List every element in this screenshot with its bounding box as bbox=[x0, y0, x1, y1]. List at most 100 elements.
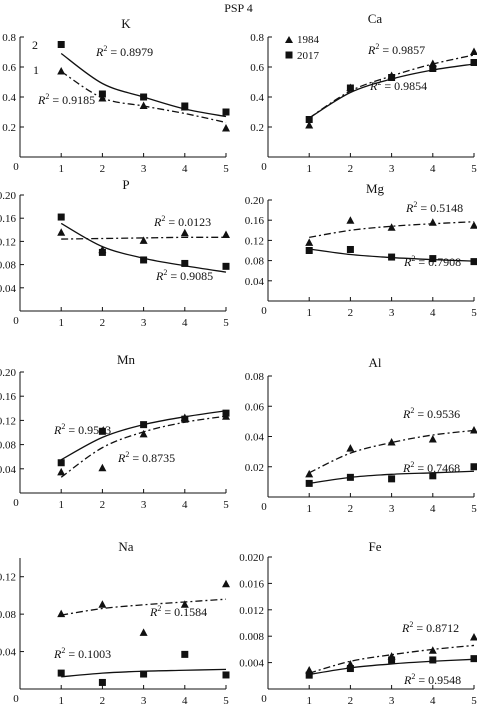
x-tick-label: 0 bbox=[261, 161, 267, 173]
chart-panel-ca: 0 1 2 3 4 5 0.2 0.4 0.6 0.8 Ca R2 = 0.9857 R2 = 0.98… bbox=[250, 11, 477, 175]
chart-title: Ca bbox=[368, 11, 383, 26]
chart-panel-mn: 0 1 2 3 4 5 0.04 0.08 0.12 0.16 0.20 Mn R2 = 0.8735 R… bbox=[0, 352, 230, 511]
y-tick-label: 0.04 bbox=[0, 464, 17, 476]
legend-label-2017: 2017 bbox=[297, 50, 320, 62]
y-tick-label: 0.12 bbox=[245, 235, 264, 247]
x-tick-label: 5 bbox=[471, 307, 477, 319]
data-point-2017 bbox=[346, 245, 354, 253]
data-point-1984 bbox=[139, 429, 148, 438]
data-point-1984 bbox=[222, 230, 230, 239]
data-point-1984 bbox=[222, 579, 230, 588]
y-tick-label: 0.6 bbox=[2, 62, 16, 74]
x-tick-label: 0 bbox=[13, 693, 19, 705]
chart-title: Na bbox=[118, 539, 133, 554]
data-point-2017 bbox=[388, 656, 396, 664]
x-tick-label: 1 bbox=[306, 695, 312, 707]
fit-line-2017 bbox=[309, 658, 475, 676]
data-point-1984 bbox=[222, 124, 230, 132]
y-tick-label: 0.04 bbox=[245, 432, 265, 444]
data-point-1984 bbox=[139, 628, 148, 636]
y-tick-label: 0.008 bbox=[239, 631, 264, 643]
data-point-2017 bbox=[140, 256, 148, 264]
y-tick-label: 0.20 bbox=[0, 190, 17, 202]
x-tick-label: 5 bbox=[471, 695, 477, 707]
x-tick-label: 1 bbox=[306, 163, 312, 175]
data-point-2017 bbox=[388, 253, 396, 261]
data-point-1984 bbox=[139, 236, 148, 244]
data-point-2017 bbox=[305, 116, 313, 123]
x-tick-label: 4 bbox=[430, 503, 436, 515]
y-tick-label: 0.8 bbox=[250, 32, 264, 44]
chart-title: P bbox=[122, 177, 129, 192]
chart-panel-p: 0 1 2 3 4 5 0.04 0.08 0.12 0.16 0.20 P R2 = 0.0123 R2… bbox=[0, 177, 230, 329]
data-point-2017 bbox=[388, 475, 396, 483]
y-tick-label: 0.08 bbox=[0, 609, 17, 621]
fit-line-1984 bbox=[61, 236, 227, 240]
data-point-2017 bbox=[222, 108, 230, 116]
y-tick-label: 0.04 bbox=[245, 276, 265, 288]
data-point-1984 bbox=[387, 223, 396, 231]
y-tick-label: 0.016 bbox=[239, 578, 264, 590]
data-point-2017 bbox=[470, 59, 477, 66]
y-tick-label: 0.06 bbox=[245, 401, 265, 413]
data-point-1984 bbox=[305, 469, 314, 478]
y-tick-label: 0.08 bbox=[245, 256, 265, 268]
data-point-2017 bbox=[429, 656, 437, 664]
data-point-2017 bbox=[57, 41, 65, 48]
y-tick-label: 0.02 bbox=[245, 462, 264, 474]
x-tick-label: 3 bbox=[141, 163, 147, 175]
data-point-2017 bbox=[388, 74, 396, 81]
data-point-2017 bbox=[222, 409, 230, 417]
x-tick-label: 4 bbox=[430, 307, 436, 319]
data-point-2017 bbox=[429, 65, 437, 72]
x-tick-label: 0 bbox=[13, 315, 19, 327]
data-point-1984 bbox=[470, 221, 477, 229]
chart-panel-al: 0 1 2 3 4 5 0.02 0.04 0.06 0.08 Al R2 = 0.9536 R2 = … bbox=[245, 355, 477, 515]
data-point-1984 bbox=[98, 463, 107, 472]
y-tick-label: 0.04 bbox=[0, 647, 17, 659]
data-point-2017 bbox=[305, 479, 313, 487]
y-tick-label: 0.2 bbox=[2, 122, 16, 134]
x-tick-label: 1 bbox=[58, 163, 64, 175]
data-point-2017 bbox=[98, 90, 106, 98]
data-point-2017 bbox=[470, 463, 477, 471]
y-tick-label: 0.012 bbox=[239, 605, 264, 617]
x-tick-label: 2 bbox=[348, 695, 354, 707]
data-point-1984 bbox=[305, 121, 314, 129]
data-point-2017 bbox=[57, 669, 65, 677]
y-tick-label: 0.12 bbox=[0, 572, 16, 584]
x-tick-label: 3 bbox=[141, 499, 147, 511]
data-point-1984 bbox=[180, 228, 189, 237]
r2-label-2017: R2 = 0.9854 bbox=[369, 78, 427, 93]
data-point-1984 bbox=[180, 600, 189, 608]
data-point-1984 bbox=[98, 94, 107, 102]
data-point-2017 bbox=[140, 421, 148, 429]
x-tick-label: 1 bbox=[306, 503, 312, 515]
data-point-1984 bbox=[470, 47, 477, 55]
data-point-2017 bbox=[181, 415, 189, 423]
data-point-1984 bbox=[305, 238, 314, 246]
x-tick-label: 0 bbox=[13, 497, 19, 509]
r2-label-1984: R2 = 0.9857 bbox=[367, 42, 425, 57]
data-point-1984 bbox=[57, 609, 66, 618]
fit-line-1984 bbox=[309, 221, 475, 239]
data-point-2017 bbox=[140, 93, 148, 101]
x-tick-label: 1 bbox=[58, 499, 64, 511]
data-point-2017 bbox=[429, 255, 437, 263]
data-point-2017 bbox=[181, 650, 189, 658]
x-tick-label: 4 bbox=[182, 499, 188, 511]
chart-panel-fe: 0 1 2 3 4 5 0.004 0.008 0.012 0.016 0.020 Fe R2 = 0.… bbox=[239, 539, 477, 707]
y-tick-label: 0.04 bbox=[0, 283, 17, 295]
data-point-1984 bbox=[470, 633, 477, 641]
data-point-1984 bbox=[57, 67, 66, 75]
data-point-2017 bbox=[222, 262, 230, 270]
r2-label-2017: R2 = 0.9085 bbox=[155, 268, 213, 283]
y-tick-label: 0.4 bbox=[2, 92, 16, 104]
data-point-2017 bbox=[181, 102, 189, 110]
chart-panel-na: 0 1 2 3 4 5 0.04 0.08 0.12 Na R2 = 0.1584 R2 = 0.10… bbox=[0, 539, 230, 707]
legend-marker-1984 bbox=[285, 36, 293, 43]
data-point-2017 bbox=[98, 427, 106, 435]
r2-label-2017: R2 = 0.1003 bbox=[53, 646, 111, 661]
data-point-2017 bbox=[346, 665, 354, 673]
y-tick-label: 0.08 bbox=[0, 260, 17, 272]
